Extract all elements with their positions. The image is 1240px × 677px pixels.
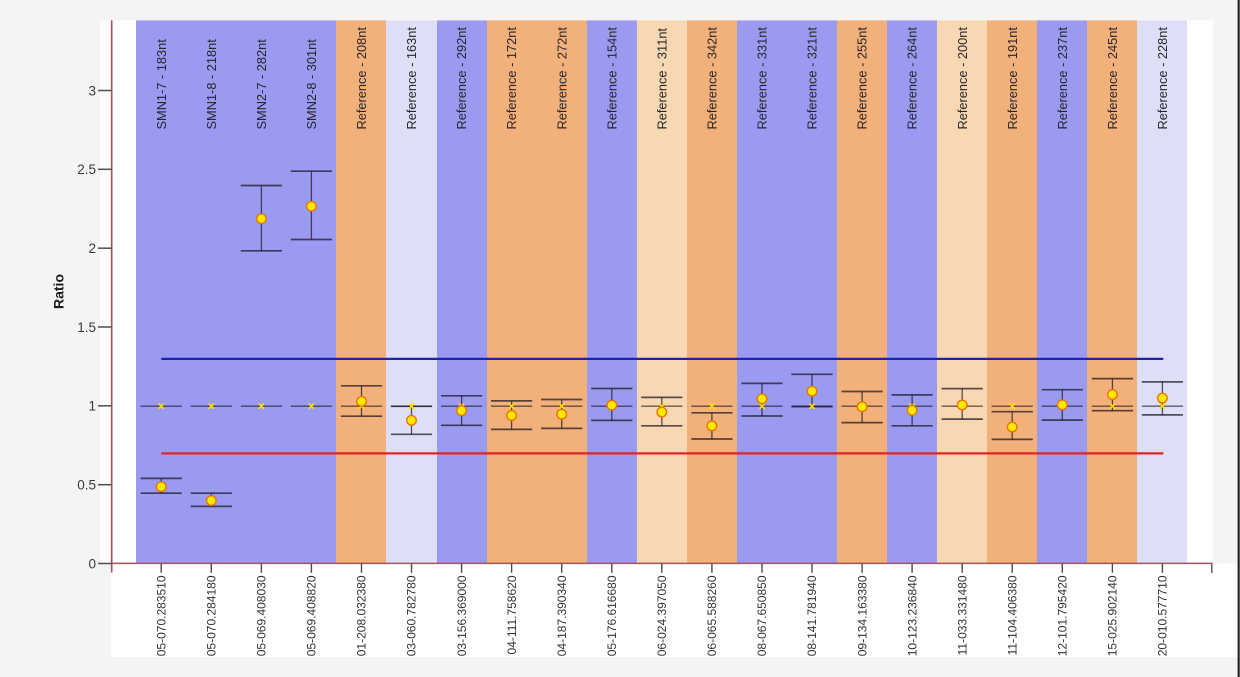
svg-text:Reference - 264nt: Reference - 264nt [905,27,920,130]
svg-text:15-025.902140: 15-025.902140 [1106,575,1120,656]
svg-text:06-024.397050: 06-024.397050 [655,575,669,656]
svg-text:1: 1 [88,399,96,414]
svg-text:Reference - 163nt: Reference - 163nt [404,27,419,130]
svg-text:Reference - 272nt: Reference - 272nt [554,27,569,130]
svg-text:Reference - 321nt: Reference - 321nt [805,27,820,130]
svg-text:11-104.406380: 11-104.406380 [1006,575,1020,655]
svg-text:1.5: 1.5 [77,320,96,335]
svg-text:Reference - 255nt: Reference - 255nt [855,27,870,130]
svg-text:3: 3 [88,83,96,98]
svg-text:01-208.032380: 01-208.032380 [355,575,369,656]
svg-text:Reference - 200nt: Reference - 200nt [955,27,970,130]
svg-text:05-070.283510: 05-070.283510 [154,575,168,656]
svg-text:04-187.390340: 04-187.390340 [555,575,569,656]
svg-text:Reference - 331nt: Reference - 331nt [755,27,770,130]
svg-text:12-101.795420: 12-101.795420 [1056,575,1070,656]
svg-text:Ratio: Ratio [51,274,67,309]
svg-text:Reference - 191nt: Reference - 191nt [1005,27,1020,130]
svg-text:SMN1-8 - 218nt: SMN1-8 - 218nt [204,39,219,130]
svg-text:2: 2 [88,241,96,256]
svg-text:Reference - 342nt: Reference - 342nt [705,27,720,130]
svg-text:Reference - 172nt: Reference - 172nt [504,27,519,130]
svg-text:05-176.616680: 05-176.616680 [605,575,619,656]
svg-text:Reference - 245nt: Reference - 245nt [1105,27,1120,130]
svg-text:Reference - 154nt: Reference - 154nt [604,27,619,130]
svg-text:20-010.577710: 20-010.577710 [1156,575,1170,656]
svg-text:SMN2-7 - 282nt: SMN2-7 - 282nt [254,39,269,130]
svg-text:05-069.408030: 05-069.408030 [255,575,269,656]
svg-text:Reference - 208nt: Reference - 208nt [354,27,369,130]
svg-text:05-070.284180: 05-070.284180 [205,575,219,656]
svg-text:05-069.408820: 05-069.408820 [305,575,319,656]
svg-text:Reference - 292nt: Reference - 292nt [454,27,469,130]
svg-text:08-141.781940: 08-141.781940 [805,575,819,656]
svg-text:03-060.782780: 03-060.782780 [405,575,419,656]
svg-text:Reference - 311nt: Reference - 311nt [654,28,669,130]
svg-text:03-156.369000: 03-156.369000 [455,575,469,656]
svg-text:SMN2-8 - 301nt: SMN2-8 - 301nt [304,39,319,130]
svg-text:10-123.236840: 10-123.236840 [905,575,919,656]
svg-text:Reference - 237nt: Reference - 237nt [1055,27,1070,130]
svg-text:11-033.331480: 11-033.331480 [955,575,969,655]
svg-text:0.5: 0.5 [77,478,96,493]
svg-text:2.5: 2.5 [77,162,96,177]
svg-text:08-067.650850: 08-067.650850 [755,575,769,656]
svg-text:06-065.588260: 06-065.588260 [705,575,719,656]
svg-text:0: 0 [88,556,96,571]
svg-text:09-134.163380: 09-134.163380 [855,575,869,656]
svg-text:04-111.758620: 04-111.758620 [505,575,519,654]
svg-text:SMN1-7 - 183nt: SMN1-7 - 183nt [154,39,169,130]
svg-text:Reference - 228nt: Reference - 228nt [1155,27,1170,130]
